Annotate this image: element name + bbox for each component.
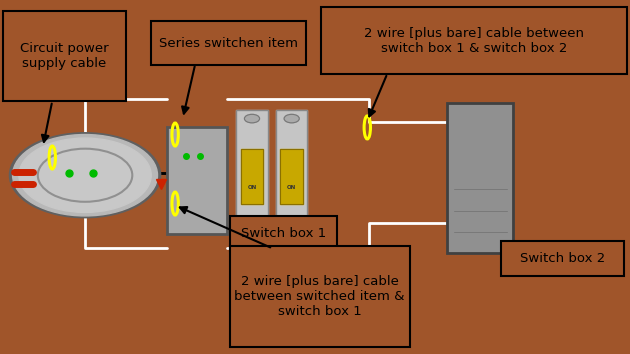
Circle shape: [284, 114, 299, 123]
Text: ON: ON: [248, 185, 256, 190]
Circle shape: [9, 133, 161, 218]
FancyBboxPatch shape: [151, 21, 306, 65]
Circle shape: [244, 233, 260, 241]
Text: ON: ON: [287, 185, 296, 190]
Circle shape: [244, 114, 260, 123]
FancyBboxPatch shape: [501, 241, 624, 276]
Circle shape: [284, 233, 299, 241]
FancyBboxPatch shape: [3, 11, 126, 101]
Bar: [276, 110, 307, 246]
FancyBboxPatch shape: [321, 7, 627, 74]
Bar: [447, 103, 513, 253]
Bar: [236, 110, 268, 246]
Text: Switch box 2: Switch box 2: [520, 252, 605, 265]
Text: Switch box 1: Switch box 1: [241, 227, 326, 240]
Bar: [167, 127, 227, 234]
FancyBboxPatch shape: [230, 216, 337, 251]
Bar: [241, 149, 263, 204]
Text: Series switchen item: Series switchen item: [159, 37, 298, 50]
FancyBboxPatch shape: [230, 246, 410, 347]
Bar: [241, 149, 263, 204]
Circle shape: [13, 135, 158, 216]
Text: 2 wire [plus bare] cable between
switch box 1 & switch box 2: 2 wire [plus bare] cable between switch …: [364, 27, 584, 55]
Bar: [276, 110, 307, 246]
Bar: [447, 103, 513, 253]
Text: 2 wire [plus bare] cable
between switched item &
switch box 1: 2 wire [plus bare] cable between switche…: [234, 275, 405, 318]
Bar: [236, 110, 268, 246]
Bar: [280, 149, 303, 204]
Text: Circuit power
supply cable: Circuit power supply cable: [20, 42, 109, 70]
Bar: [280, 149, 303, 204]
Bar: [167, 127, 227, 234]
Circle shape: [19, 138, 151, 212]
